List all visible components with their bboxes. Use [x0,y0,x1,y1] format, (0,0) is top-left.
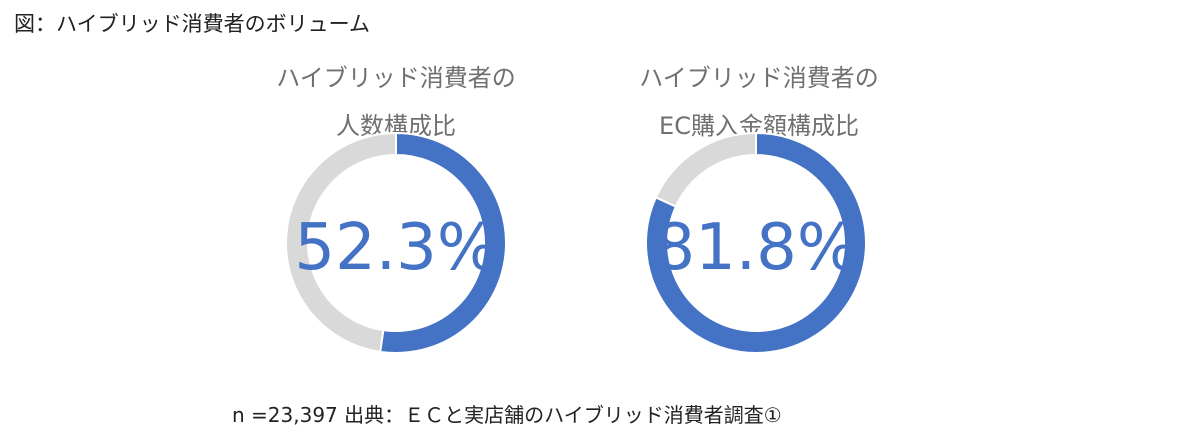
donut-chart-ec-spend [645,131,867,354]
donut-slice-other [285,131,397,353]
chart-title-line: ハイブリッド消費者の [639,64,879,92]
donut-slice-other [654,131,757,208]
chart-title-ec-spend: ハイブリッド消費者の EC購入金額構成比 [609,54,909,150]
chart-title-headcount: ハイブリッド消費者の 人数構成比 [246,54,546,150]
figure-title: 図：ハイブリッド消費者のボリューム [14,12,370,36]
donut-slice-hybrid [379,131,508,354]
percentage-label-headcount: 52.3% [294,211,498,285]
donut-slice-hybrid [645,131,867,354]
donut-chart-headcount [285,131,508,354]
chart-title-line: ハイブリッド消費者の [276,64,516,92]
footer-source-note: n =23,397 出典：ＥＣと実店舗のハイブリッド消費者調査① [232,403,782,427]
percentage-label-ec-spend: 81.8% [654,211,858,285]
